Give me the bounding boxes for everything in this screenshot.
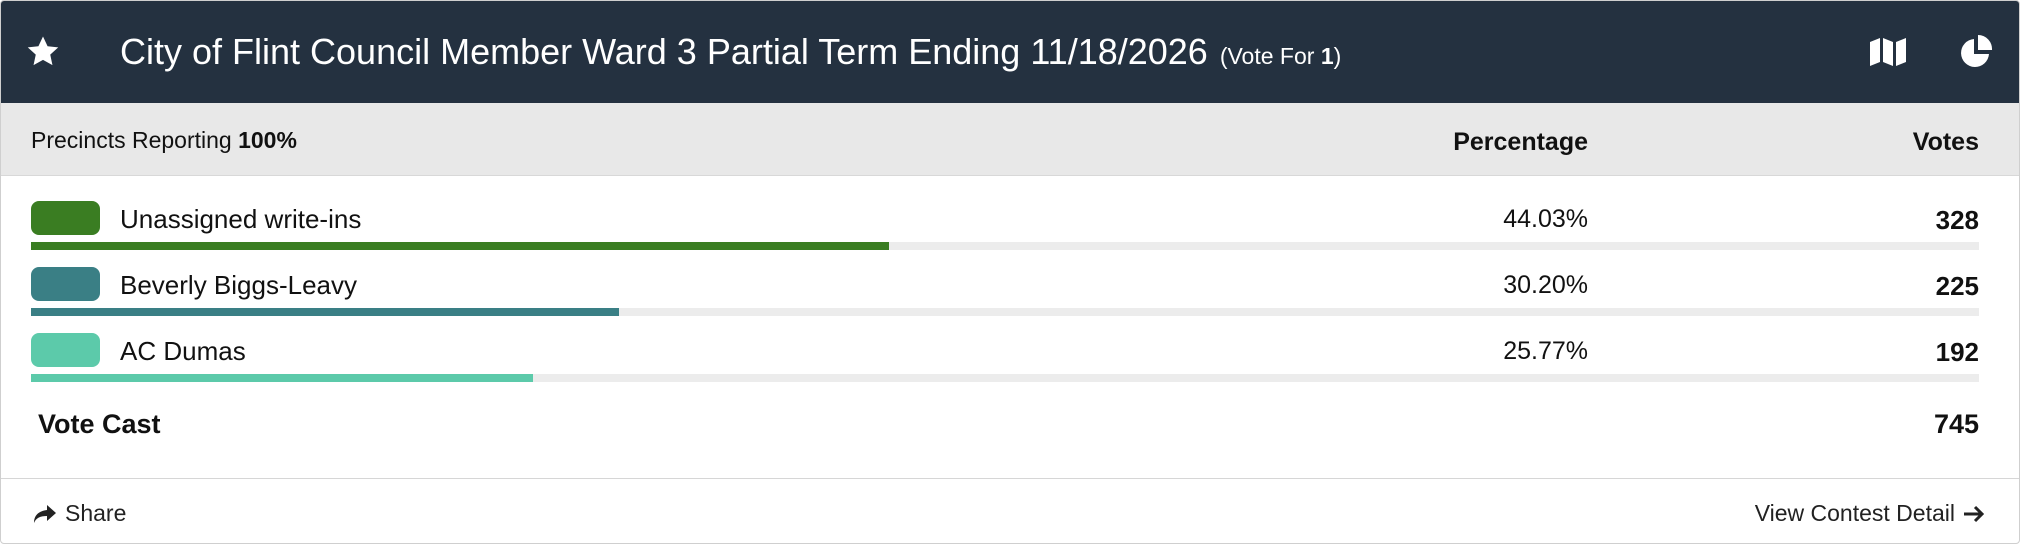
total-votes: 745 [1933,409,1979,439]
favorite-icon[interactable] [25,35,61,69]
progress-track [31,308,1979,316]
contest-title: City of Flint Council Member Ward 3 Part… [120,31,1341,73]
title-text: City of Flint Council Member Ward 3 Part… [120,31,1208,72]
color-swatch [31,333,100,367]
candidate-votes: 225 [1935,271,1979,301]
detail-link[interactable]: View Contest Detail [1755,500,1985,527]
candidate-percent: 44.03% [1503,205,1588,233]
share-label: Share [65,500,127,526]
header: City of Flint Council Member Ward 3 Part… [1,1,2019,103]
precincts-label: Precincts Reporting [31,127,232,153]
vote-for-close: ) [1333,43,1342,69]
votes-header: Votes [1912,128,1979,156]
arrow-icon [1964,505,1985,522]
candidate-name: Unassigned write-ins [120,204,362,234]
candidate-votes: 192 [1935,337,1979,367]
footer: Share View Contest Detail [1,478,2019,543]
progress-bar [31,374,533,382]
candidate-row: Beverly Biggs-Leavy 30.20% 225 [1,267,2019,333]
vote-for-label: (Vote For [1219,43,1315,69]
share-button[interactable]: Share [33,500,126,527]
candidate-row: Unassigned write-ins 44.03% 328 [1,201,2019,267]
precincts-value: 100% [238,127,297,153]
share-icon [34,504,56,523]
chart-icon[interactable] [1959,35,1993,69]
candidate-votes: 328 [1935,205,1979,235]
color-swatch [31,201,100,235]
percentage-header: Percentage [1453,128,1588,156]
detail-label: View Contest Detail [1754,500,1955,526]
total-label: Vote Cast [38,409,161,439]
candidate-row: AC Dumas 25.77% 192 [1,333,2019,399]
vote-for: (Vote For 1) [1220,43,1341,69]
precincts: Precincts Reporting 100% [31,127,297,154]
color-swatch [31,267,100,301]
vote-for-count: 1 [1320,43,1334,69]
candidate-percent: 25.77% [1503,337,1588,365]
map-icon[interactable] [1869,37,1907,67]
candidate-name: Beverly Biggs-Leavy [120,270,357,300]
candidate-name: AC Dumas [120,336,246,366]
progress-track [31,374,1979,382]
progress-bar [31,242,889,250]
summary-bar: Precincts Reporting 100% Percentage Vote… [1,103,2019,176]
progress-track [31,242,1979,250]
progress-bar [31,308,620,316]
candidate-percent: 30.20% [1503,271,1588,299]
